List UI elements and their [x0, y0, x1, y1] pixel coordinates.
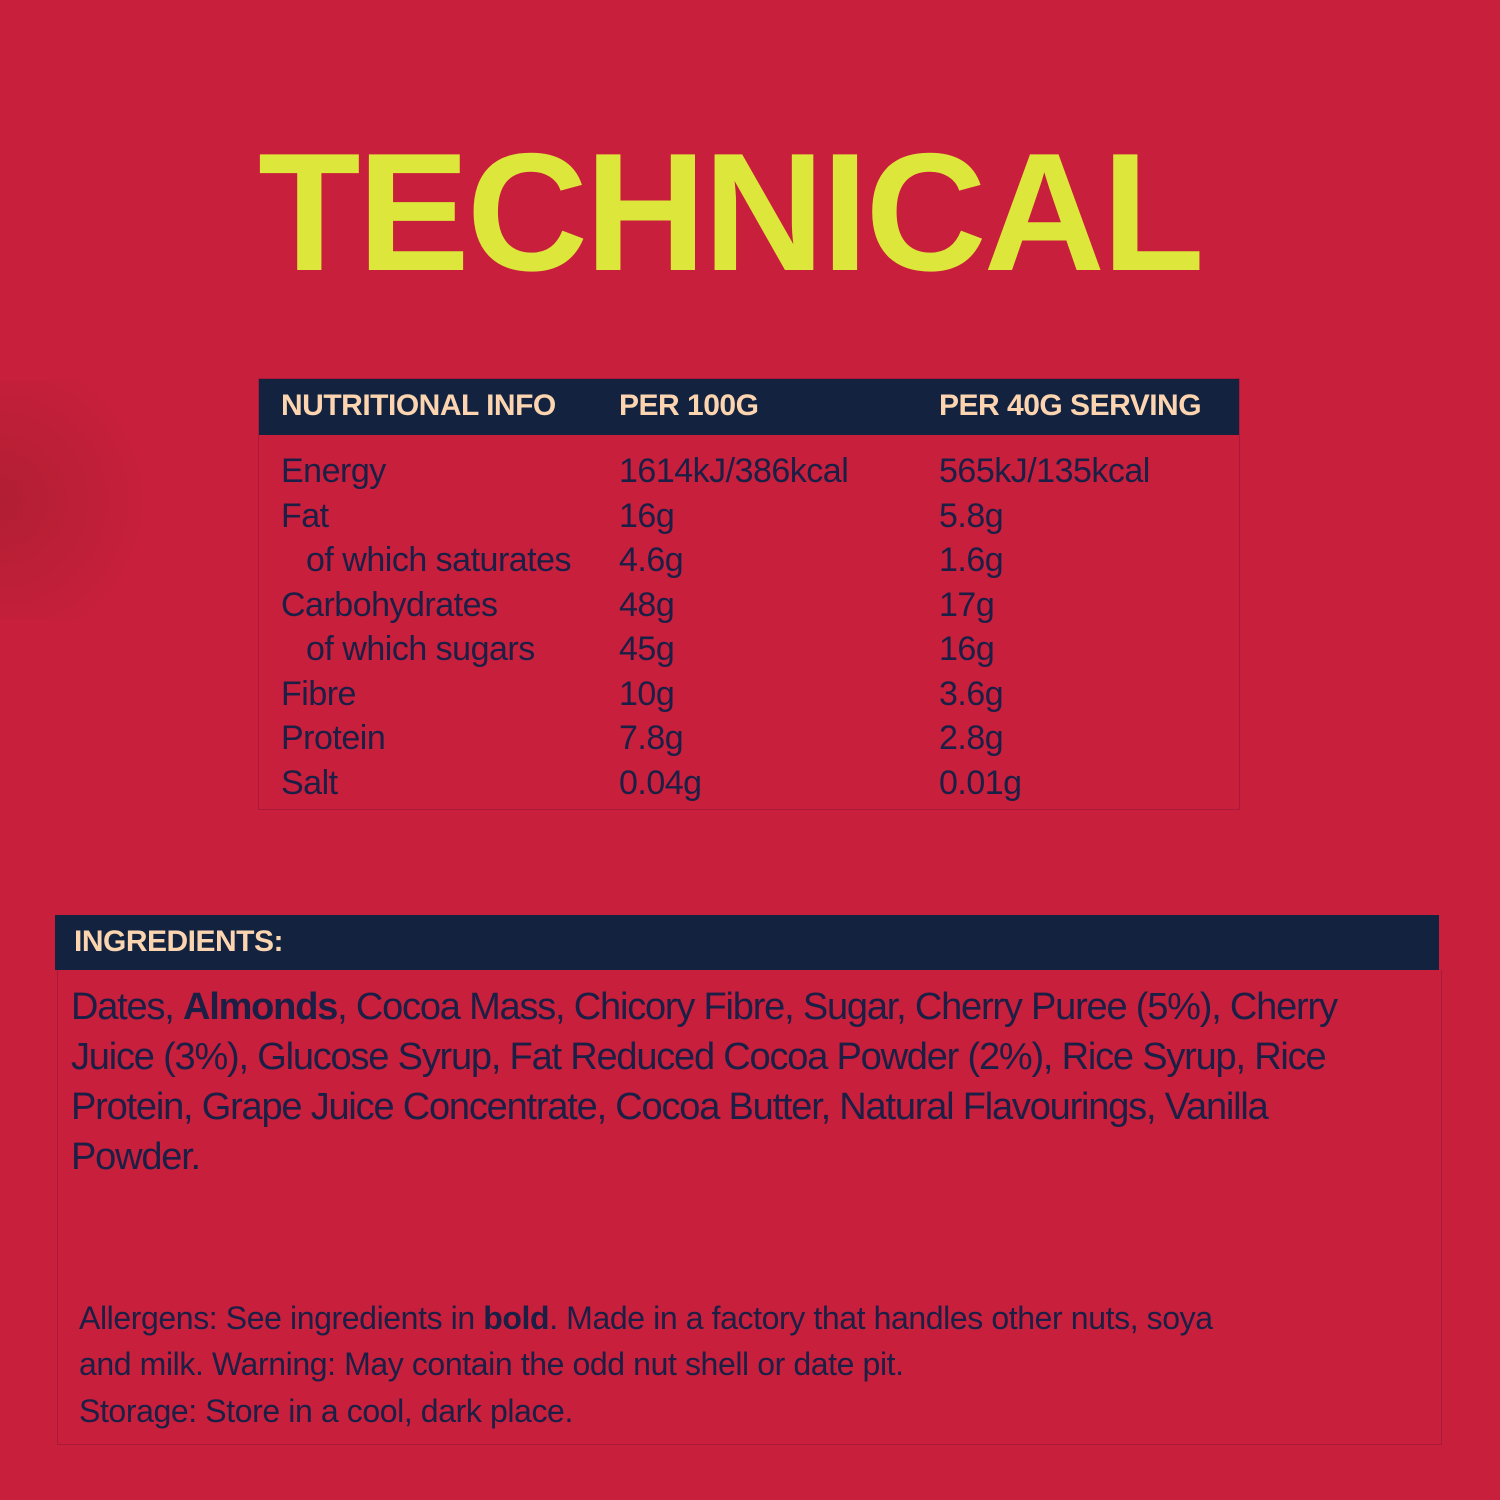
nutrient-label: Fibre — [281, 674, 356, 713]
ingredients-line: Dates, Almonds, Cocoa Mass, Chicory Fibr… — [71, 982, 1338, 1032]
nutrient-label: Protein — [281, 719, 386, 757]
ingredients-line: Protein, Grape Juice Concentrate, Cocoa … — [71, 1086, 1269, 1128]
value-per-serving: 1.6g — [939, 541, 1004, 579]
allergens-text: Allergens: See ingredients in — [79, 1300, 484, 1336]
nutrient-label: of which sugars — [306, 630, 535, 668]
value-per-100g: 4.6g — [619, 541, 684, 579]
value-per-100g: 16g — [619, 496, 675, 535]
value-per-100g: 10g — [619, 674, 675, 713]
value-per-100g: 1614kJ/386kcal — [619, 452, 849, 490]
nutrient-label: Carbohydrates — [281, 585, 498, 624]
value-per-serving: 565kJ/135kcal — [939, 452, 1150, 490]
value-per-100g: 7.8g — [619, 719, 684, 757]
value-per-100g: 45g — [619, 630, 675, 668]
value-per-serving: 3.6g — [939, 674, 1004, 713]
value-per-serving: 16g — [939, 630, 995, 668]
allergens-line: Allergens: See ingredients in bold. Made… — [79, 1295, 1213, 1341]
nutrient-label: Fat — [281, 496, 329, 535]
value-per-100g: 48g — [619, 585, 675, 624]
value-per-serving: 5.8g — [939, 496, 1004, 535]
page-title: TECHNICAL — [258, 118, 1205, 306]
value-per-serving: 0.01g — [939, 763, 1022, 802]
ingredients-text: , Cocoa Mass, Chicory Fibre, Sugar, Cher… — [337, 986, 1338, 1028]
value-per-serving: 2.8g — [939, 719, 1004, 757]
ingredients-heading: INGREDIENTS: — [74, 925, 284, 958]
nutrient-label: of which saturates — [306, 541, 572, 579]
nutrient-label: Salt — [281, 763, 338, 802]
ingredients-box: Dates, Almonds, Cocoa Mass, Chicory Fibr… — [57, 970, 1442, 1445]
nutrient-label: Energy — [281, 452, 386, 490]
header-per-100g: PER 100G — [619, 389, 759, 422]
ingredients-line: Powder. — [71, 1136, 201, 1178]
header-per-serving: PER 40G SERVING — [939, 389, 1202, 422]
allergen-almonds: Almonds — [182, 986, 338, 1028]
value-per-serving: 17g — [939, 585, 995, 624]
allergens-line: and milk. Warning: May contain the odd n… — [79, 1346, 904, 1382]
storage-line: Storage: Store in a cool, dark place. — [79, 1393, 573, 1429]
nutrition-table: NUTRITIONAL INFO PER 100G PER 40G SERVIN… — [258, 378, 1240, 810]
ingredients-header: INGREDIENTS: — [55, 915, 1439, 970]
ingredients-text: Dates, — [71, 986, 183, 1028]
allergens-bold-word: bold — [483, 1300, 550, 1336]
allergens-text: . Made in a factory that handles other n… — [549, 1300, 1213, 1336]
nutrition-table-header: NUTRITIONAL INFO PER 100G PER 40G SERVIN… — [259, 379, 1239, 435]
background-shadow — [0, 380, 180, 620]
header-nutritional-info: NUTRITIONAL INFO — [281, 389, 556, 422]
ingredients-line: Juice (3%), Glucose Syrup, Fat Reduced C… — [71, 1036, 1327, 1078]
value-per-100g: 0.04g — [619, 763, 702, 802]
